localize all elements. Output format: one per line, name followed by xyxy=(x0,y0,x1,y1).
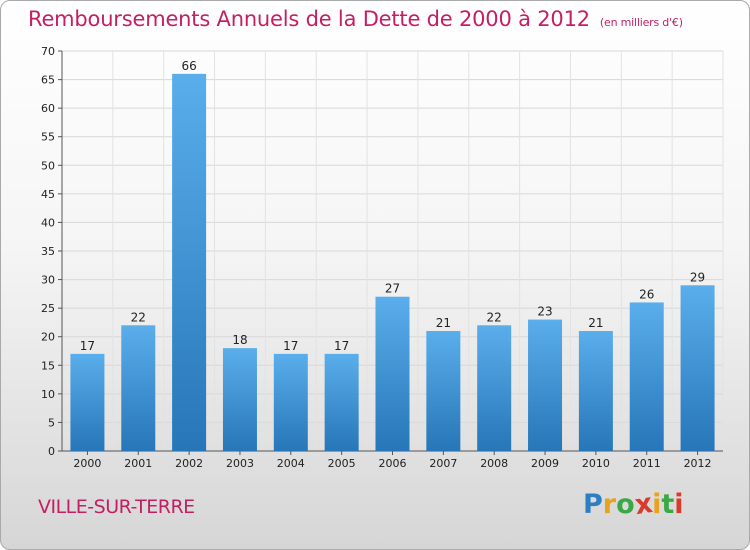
logo-letter: r xyxy=(602,489,617,520)
chart-title: Remboursements Annuels de la Dette de 20… xyxy=(28,7,683,31)
y-tick-label: 20 xyxy=(41,331,55,344)
value-label-2004: 17 xyxy=(283,339,298,353)
value-label-2005: 17 xyxy=(334,339,349,353)
y-tick-label: 65 xyxy=(41,74,55,87)
y-tick-label: 40 xyxy=(41,216,55,229)
logo-letter: t xyxy=(661,489,675,520)
proxiti-logo: Proxiti xyxy=(583,487,684,522)
value-label-2000: 17 xyxy=(80,339,95,353)
x-tick-label-2009: 2009 xyxy=(531,457,559,470)
x-tick-label-2003: 2003 xyxy=(226,457,254,470)
x-tick-label-2011: 2011 xyxy=(633,457,661,470)
y-tick-label: 50 xyxy=(41,159,55,172)
x-tick-label-2000: 2000 xyxy=(73,457,101,470)
value-label-2002: 66 xyxy=(181,59,196,73)
logo-letter: x xyxy=(632,487,655,522)
y-tick-label: 55 xyxy=(41,131,55,144)
value-label-2001: 22 xyxy=(131,310,146,324)
bar-2006 xyxy=(375,296,410,451)
chart-title-text: Remboursements Annuels de la Dette de 20… xyxy=(28,7,590,31)
y-tick-label: 30 xyxy=(41,274,55,287)
x-tick-label-2006: 2006 xyxy=(379,457,407,470)
x-tick-label-2008: 2008 xyxy=(480,457,508,470)
value-label-2009: 23 xyxy=(537,305,552,319)
chart-subtitle: (en milliers d'€) xyxy=(599,16,683,29)
logo-letter: o xyxy=(616,489,635,520)
labels: 2000 17 2001 22 2002 66 2003 18 2004 17 2005 17 2006… xyxy=(73,59,711,470)
y-tick-label: 25 xyxy=(41,302,55,315)
value-label-2008: 22 xyxy=(487,310,502,324)
logo-letter: i xyxy=(674,489,684,520)
bars xyxy=(70,73,715,451)
bar-2000 xyxy=(70,353,105,451)
value-label-2010: 21 xyxy=(588,316,603,330)
bar-2007 xyxy=(426,331,461,451)
bar-2002 xyxy=(172,73,207,451)
x-tick-label-2004: 2004 xyxy=(277,457,305,470)
y-tick-label: 0 xyxy=(48,445,55,458)
y-tick-label: 15 xyxy=(41,359,55,372)
x-tick-label-2001: 2001 xyxy=(124,457,152,470)
logo-letter: P xyxy=(583,489,603,520)
y-tick-label: 10 xyxy=(41,388,55,401)
value-label-2011: 26 xyxy=(639,287,654,301)
x-tick-label-2010: 2010 xyxy=(582,457,610,470)
y-tick-label: 5 xyxy=(48,416,55,429)
y-tick-label: 60 xyxy=(41,102,55,115)
bar-2012 xyxy=(680,285,715,451)
x-tick-label-2012: 2012 xyxy=(684,457,712,470)
bar-2001 xyxy=(121,325,156,451)
bar-2011 xyxy=(629,302,664,451)
y-tick-label: 70 xyxy=(41,45,55,58)
value-label-2012: 29 xyxy=(690,270,705,284)
bar-2009 xyxy=(528,319,563,451)
x-tick-label-2002: 2002 xyxy=(175,457,203,470)
bar-2010 xyxy=(578,331,613,451)
x-tick-label-2005: 2005 xyxy=(328,457,356,470)
value-label-2006: 27 xyxy=(385,282,400,296)
y-tick-label: 45 xyxy=(41,188,55,201)
y-tick-label: 35 xyxy=(41,245,55,258)
bar-2003 xyxy=(222,348,257,451)
x-tick-label-2007: 2007 xyxy=(429,457,457,470)
value-label-2007: 21 xyxy=(436,316,451,330)
value-label-2003: 18 xyxy=(232,333,247,347)
bar-2008 xyxy=(477,325,512,451)
commune-name: VILLE-SUR-TERRE xyxy=(38,496,195,518)
bar-2005 xyxy=(324,353,359,451)
logo-letter: i xyxy=(652,489,662,520)
bar-2004 xyxy=(273,353,308,451)
